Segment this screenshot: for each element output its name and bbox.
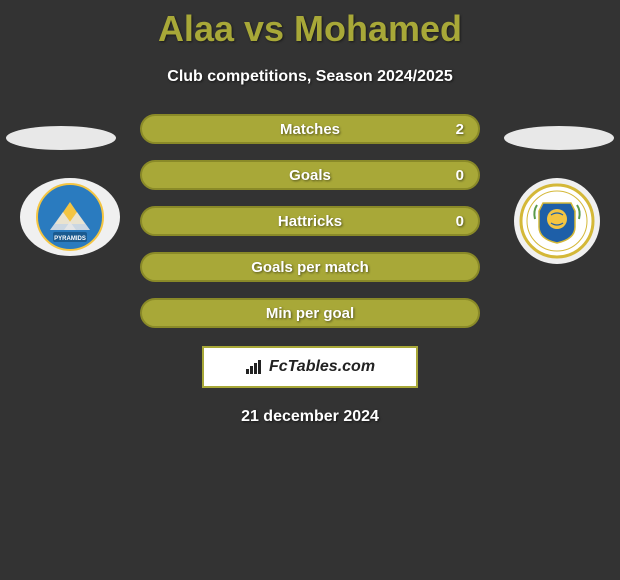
- stat-value: 0: [456, 167, 464, 184]
- chart-icon: [245, 359, 265, 375]
- stat-value: 2: [456, 121, 464, 138]
- club-badge-left: PYRAMIDS: [20, 178, 120, 256]
- stat-row-matches: Matches 2: [140, 114, 480, 144]
- club-badge-right: [514, 178, 600, 264]
- brand-logo: FcTables.com: [245, 358, 375, 376]
- stat-row-goals: Goals 0: [140, 160, 480, 190]
- stat-label: Matches: [280, 121, 340, 138]
- footer-date: 21 december 2024: [0, 408, 620, 426]
- page-title: Alaa vs Mohamed: [0, 0, 620, 50]
- pyramids-logo-icon: PYRAMIDS: [35, 182, 105, 252]
- stat-label: Min per goal: [266, 305, 354, 322]
- player-avatar-left: [6, 126, 116, 150]
- stat-label: Goals per match: [251, 259, 369, 276]
- brand-text: FcTables.com: [269, 358, 375, 376]
- stat-value: 0: [456, 213, 464, 230]
- subtitle: Club competitions, Season 2024/2025: [0, 68, 620, 86]
- svg-text:PYRAMIDS: PYRAMIDS: [54, 236, 86, 242]
- stat-row-hattricks: Hattricks 0: [140, 206, 480, 236]
- ismaily-logo-icon: [519, 183, 595, 259]
- stat-row-goals-per-match: Goals per match: [140, 252, 480, 282]
- stat-row-min-per-goal: Min per goal: [140, 298, 480, 328]
- stat-label: Hattricks: [278, 213, 342, 230]
- stat-label: Goals: [289, 167, 331, 184]
- brand-box: FcTables.com: [202, 346, 418, 388]
- player-avatar-right: [504, 126, 614, 150]
